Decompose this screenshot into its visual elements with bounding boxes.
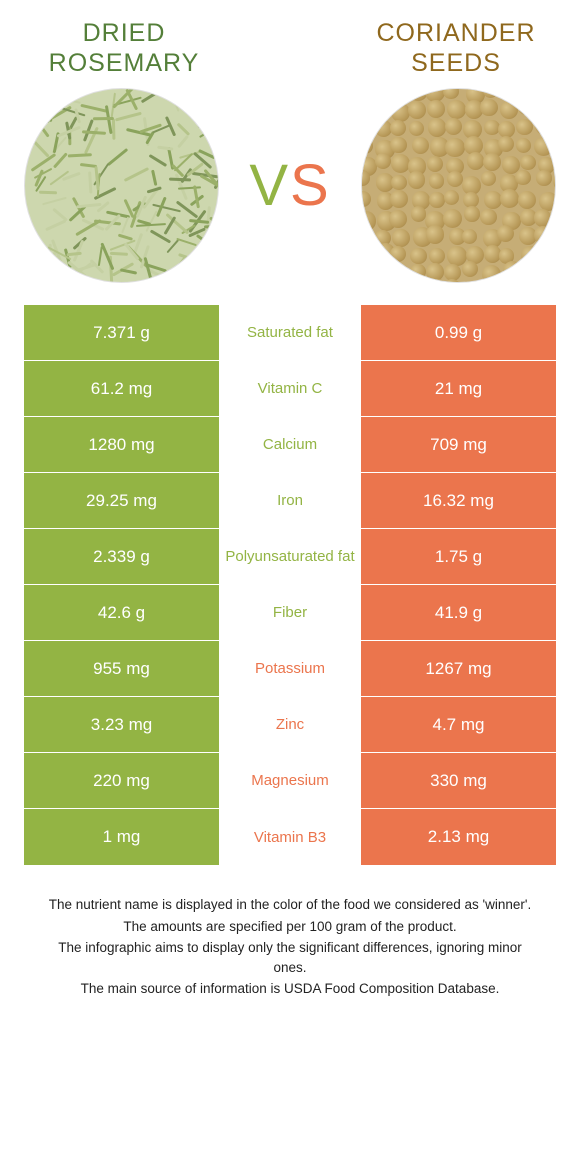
nutrient-row: 955 mgPotassium1267 mg: [24, 641, 556, 697]
left-value: 7.371 g: [24, 305, 219, 360]
left-value: 61.2 mg: [24, 361, 219, 416]
right-value: 16.32 mg: [361, 473, 556, 528]
nutrient-label: Magnesium: [219, 753, 361, 808]
vs-label: VS: [249, 152, 330, 219]
nutrient-label: Vitamin C: [219, 361, 361, 416]
right-value: 1267 mg: [361, 641, 556, 696]
nutrient-row: 7.371 gSaturated fat0.99 g: [24, 305, 556, 361]
right-value: 709 mg: [361, 417, 556, 472]
nutrient-label: Polyunsaturated fat: [219, 529, 361, 584]
left-value: 29.25 mg: [24, 473, 219, 528]
left-food-image: [24, 88, 219, 283]
left-value: 1280 mg: [24, 417, 219, 472]
left-value: 42.6 g: [24, 585, 219, 640]
footer-line: The nutrient name is displayed in the co…: [44, 895, 536, 915]
nutrient-label: Zinc: [219, 697, 361, 752]
right-value: 0.99 g: [361, 305, 556, 360]
left-title: DRIED ROSEMARY: [24, 18, 224, 78]
right-value: 4.7 mg: [361, 697, 556, 752]
right-value: 1.75 g: [361, 529, 556, 584]
right-food-image: [361, 88, 556, 283]
infographic-container: DRIED ROSEMARY CORIANDER SEEDS VS 7.371 …: [0, 0, 580, 1017]
nutrient-row: 29.25 mgIron16.32 mg: [24, 473, 556, 529]
nutrient-row: 61.2 mgVitamin C21 mg: [24, 361, 556, 417]
right-value: 330 mg: [361, 753, 556, 808]
nutrient-row: 3.23 mgZinc4.7 mg: [24, 697, 556, 753]
images-row: VS: [24, 88, 556, 283]
footer-line: The main source of information is USDA F…: [44, 979, 536, 999]
nutrient-row: 2.339 gPolyunsaturated fat1.75 g: [24, 529, 556, 585]
nutrient-label: Vitamin B3: [219, 809, 361, 865]
nutrient-row: 220 mgMagnesium330 mg: [24, 753, 556, 809]
footer-line: The infographic aims to display only the…: [44, 938, 536, 977]
left-value: 3.23 mg: [24, 697, 219, 752]
header: DRIED ROSEMARY CORIANDER SEEDS: [24, 18, 556, 78]
right-value: 21 mg: [361, 361, 556, 416]
nutrient-label: Calcium: [219, 417, 361, 472]
right-value: 41.9 g: [361, 585, 556, 640]
vs-s: S: [290, 153, 331, 218]
nutrient-row: 1280 mgCalcium709 mg: [24, 417, 556, 473]
footer-line: The amounts are specified per 100 gram o…: [44, 917, 536, 937]
right-title: CORIANDER SEEDS: [356, 18, 556, 78]
nutrient-row: 1 mgVitamin B32.13 mg: [24, 809, 556, 865]
nutrient-row: 42.6 gFiber41.9 g: [24, 585, 556, 641]
left-value: 220 mg: [24, 753, 219, 808]
left-value: 955 mg: [24, 641, 219, 696]
nutrient-label: Iron: [219, 473, 361, 528]
left-value: 2.339 g: [24, 529, 219, 584]
nutrient-table: 7.371 gSaturated fat0.99 g61.2 mgVitamin…: [24, 305, 556, 865]
nutrient-label: Fiber: [219, 585, 361, 640]
left-value: 1 mg: [24, 809, 219, 865]
vs-v: V: [249, 153, 290, 218]
nutrient-label: Saturated fat: [219, 305, 361, 360]
right-value: 2.13 mg: [361, 809, 556, 865]
footer-notes: The nutrient name is displayed in the co…: [24, 895, 556, 999]
nutrient-label: Potassium: [219, 641, 361, 696]
